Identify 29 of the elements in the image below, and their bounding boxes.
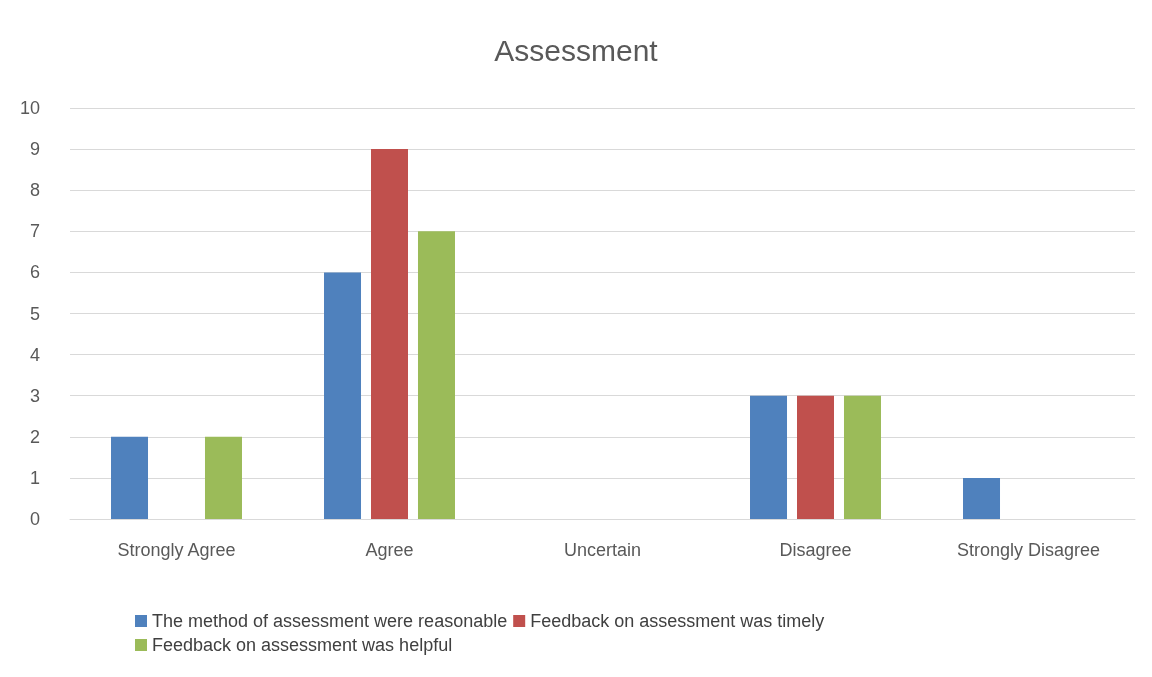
x-tick-label: Uncertain — [563, 540, 642, 560]
x-tick-label: Strongly Disagree — [956, 540, 1101, 560]
bar — [797, 395, 834, 519]
y-tick-label: 5 — [29, 303, 40, 324]
bar — [371, 149, 408, 519]
bar — [111, 436, 149, 519]
bar — [324, 272, 362, 519]
y-tick-label: 2 — [29, 426, 40, 447]
legend-label: The method of assessment were reasonable — [152, 611, 508, 631]
y-tick-label: 10 — [19, 98, 40, 118]
y-tick-label: 4 — [29, 344, 40, 365]
x-tick-label: Agree — [365, 540, 414, 560]
bar — [417, 231, 455, 519]
chart-title: Assessment — [494, 33, 659, 67]
x-tick-label: Strongly Agree — [117, 540, 236, 560]
legend-label: Feedback on assessment was helpful — [152, 635, 453, 655]
bar — [843, 395, 881, 519]
x-tick-label: Disagree — [779, 540, 852, 560]
y-tick-label: 8 — [29, 180, 40, 201]
y-tick-label: 1 — [29, 467, 40, 488]
y-tick-label: 9 — [29, 139, 40, 160]
y-tick-label: 0 — [29, 509, 40, 529]
bar — [963, 477, 1001, 519]
bar — [204, 436, 242, 519]
y-tick-label: 3 — [29, 385, 40, 406]
y-tick-label: 7 — [29, 221, 40, 242]
bar — [750, 395, 788, 519]
legend-label: Feedback on assessment was timely — [530, 611, 825, 631]
y-tick-label: 6 — [29, 262, 40, 283]
